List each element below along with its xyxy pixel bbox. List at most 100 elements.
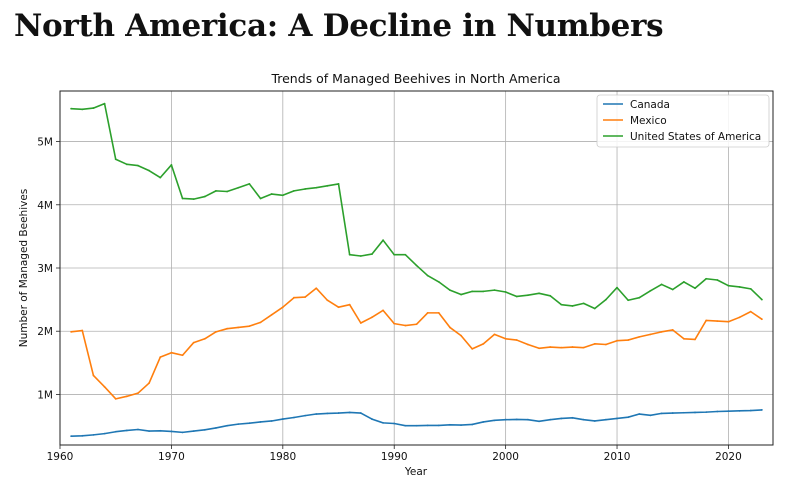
data-point-mexico xyxy=(281,306,284,309)
data-point-united-states-of-america xyxy=(137,164,139,167)
data-point-mexico xyxy=(359,322,362,324)
data-point-canada xyxy=(315,413,318,415)
data-point-mexico xyxy=(749,310,752,313)
data-point-canada xyxy=(415,424,418,427)
data-point-mexico xyxy=(404,324,407,327)
data-point-mexico xyxy=(192,341,195,344)
data-point-canada xyxy=(760,409,763,411)
data-point-mexico xyxy=(571,346,574,348)
data-point-canada xyxy=(449,423,451,426)
data-point-mexico xyxy=(304,296,306,298)
data-point-canada xyxy=(482,421,485,423)
data-point-united-states-of-america xyxy=(716,279,719,281)
data-point-mexico xyxy=(627,339,630,341)
data-point-mexico xyxy=(460,334,462,337)
data-point-canada xyxy=(727,410,730,413)
data-point-canada xyxy=(694,411,696,414)
data-point-canada xyxy=(192,430,195,432)
data-point-mexico xyxy=(593,342,596,345)
data-point-united-states-of-america xyxy=(81,108,84,111)
data-point-united-states-of-america xyxy=(671,288,674,291)
data-point-united-states-of-america xyxy=(538,292,540,295)
data-point-mexico xyxy=(560,346,563,349)
data-point-canada xyxy=(649,414,652,417)
data-point-canada xyxy=(460,424,462,426)
data-point-united-states-of-america xyxy=(393,253,396,256)
data-point-canada xyxy=(92,433,95,436)
data-point-united-states-of-america xyxy=(203,195,206,198)
data-point-canada xyxy=(660,412,663,415)
data-point-canada xyxy=(81,434,84,437)
data-point-mexico xyxy=(426,311,429,314)
data-point-united-states-of-america xyxy=(527,294,529,297)
data-point-canada xyxy=(137,428,139,431)
data-point-mexico xyxy=(760,318,763,321)
data-point-united-states-of-america xyxy=(760,298,763,301)
page-title: North America: A Decline in Numbers xyxy=(14,8,664,44)
data-point-united-states-of-america xyxy=(326,184,329,187)
data-point-canada xyxy=(538,420,540,423)
data-point-canada xyxy=(749,409,752,412)
series-line-mexico xyxy=(71,287,763,400)
data-point-mexico xyxy=(527,343,529,346)
data-point-mexico xyxy=(371,316,373,319)
data-point-united-states-of-america xyxy=(738,286,741,288)
data-point-mexico xyxy=(638,336,641,338)
data-point-canada xyxy=(560,417,563,420)
data-point-united-states-of-america xyxy=(248,183,251,185)
data-point-united-states-of-america xyxy=(281,194,284,197)
data-point-united-states-of-america xyxy=(437,281,440,283)
data-point-mexico xyxy=(504,337,507,340)
data-point-mexico xyxy=(437,311,440,314)
data-point-mexico xyxy=(482,342,485,345)
data-point-canada xyxy=(114,430,117,433)
data-point-united-states-of-america xyxy=(660,283,663,286)
grid-layer xyxy=(59,91,773,445)
data-point-canada xyxy=(393,422,396,425)
data-point-canada xyxy=(359,412,362,414)
data-point-mexico xyxy=(727,320,730,323)
data-point-mexico xyxy=(137,392,139,395)
data-point-united-states-of-america xyxy=(593,307,596,310)
data-point-united-states-of-america xyxy=(259,197,262,200)
data-point-united-states-of-america xyxy=(114,158,117,161)
data-point-mexico xyxy=(649,333,652,336)
data-point-canada xyxy=(627,416,630,419)
x-tick-label: 2020 xyxy=(715,451,742,463)
data-point-united-states-of-america xyxy=(304,188,306,190)
data-point-canada xyxy=(337,412,340,414)
data-point-mexico xyxy=(337,306,340,309)
x-tick-label: 2010 xyxy=(604,451,631,463)
data-point-canada xyxy=(237,423,240,426)
data-point-canada xyxy=(437,424,440,427)
data-point-canada xyxy=(148,430,151,432)
data-point-canada xyxy=(348,411,351,414)
tick-layer: 1960 1970 1980 1990 2000 2010 2020 1M 2M 3M 4M 5M xyxy=(37,137,742,463)
x-tick-label: 1990 xyxy=(381,451,408,463)
data-point-canada xyxy=(293,416,295,419)
data-point-united-states-of-america xyxy=(604,298,607,301)
data-point-mexico xyxy=(103,385,106,388)
data-point-united-states-of-america xyxy=(215,189,217,192)
data-point-mexico xyxy=(181,354,184,357)
data-point-mexico xyxy=(148,382,151,384)
data-point-united-states-of-america xyxy=(694,287,696,290)
data-point-united-states-of-america xyxy=(337,183,340,185)
legend-label: Mexico xyxy=(630,115,667,127)
data-point-canada xyxy=(404,424,407,427)
chart-title: Trends of Managed Beehives in North Amer… xyxy=(270,71,560,86)
data-point-mexico xyxy=(315,287,318,290)
data-point-canada xyxy=(159,429,162,432)
data-point-mexico xyxy=(582,346,585,349)
data-point-canada xyxy=(70,435,73,438)
data-point-united-states-of-america xyxy=(382,239,384,242)
data-point-united-states-of-america xyxy=(226,190,229,193)
data-point-mexico xyxy=(738,316,741,319)
data-point-united-states-of-america xyxy=(682,281,685,283)
data-point-canada xyxy=(371,418,373,420)
data-point-united-states-of-america xyxy=(192,198,195,201)
data-point-united-states-of-america xyxy=(449,289,451,292)
y-tick-label: 1M xyxy=(37,389,53,401)
data-point-united-states-of-america xyxy=(359,255,362,257)
